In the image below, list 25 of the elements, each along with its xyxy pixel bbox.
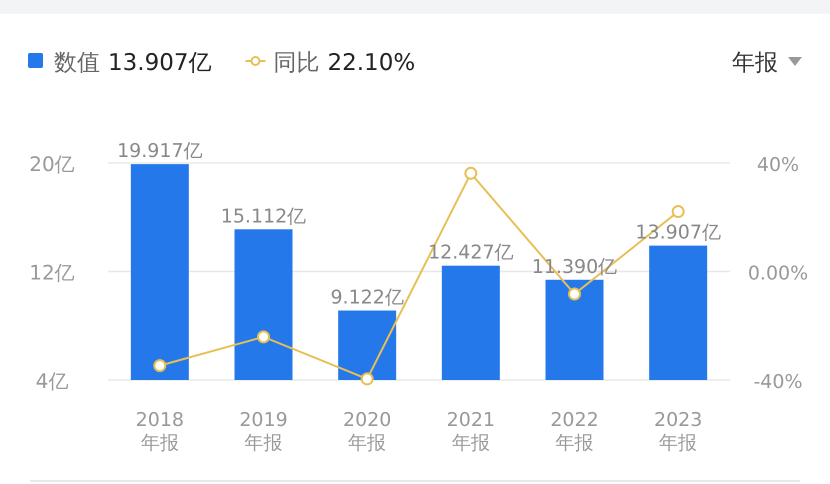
legend-label: 同比 22.10% — [273, 50, 416, 76]
y-tick-label: 12亿 — [29, 260, 75, 284]
x-tick-label: 2020 年报 — [342, 409, 392, 454]
y-tick-label: 4亿 — [36, 369, 68, 393]
data-label: 12.427亿 — [428, 242, 514, 264]
text: 年报 — [732, 50, 778, 76]
point — [360, 372, 374, 386]
x-tick-label: 2023 年报 — [654, 409, 702, 454]
point — [257, 330, 270, 344]
point — [672, 205, 685, 218]
data-label: 15.112亿 — [220, 205, 306, 228]
y-tick-label: 20亿 — [29, 152, 75, 176]
point — [568, 288, 581, 301]
point — [464, 166, 478, 180]
y2-tick-label: 40% — [756, 154, 800, 176]
y2-tick-label: 0.00% — [748, 262, 808, 284]
x-tick-label: 2021 年报 — [446, 409, 496, 454]
point — [153, 359, 166, 372]
legend-label: 数值 13.907亿 — [54, 50, 212, 76]
x-tick-label: 2018 年报 — [136, 409, 184, 454]
data-label: 9.122亿 — [330, 286, 404, 309]
x-tick-label: 2022 年报 — [550, 409, 599, 454]
data-label: 19.917亿 — [117, 140, 203, 162]
y2-tick-label: -40% — [753, 371, 803, 393]
x-tick-label: 2019 年报 — [239, 409, 288, 454]
